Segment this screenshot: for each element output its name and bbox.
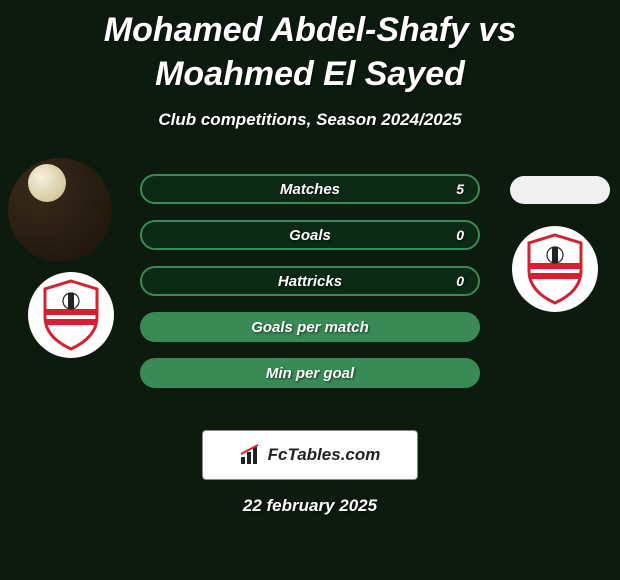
bars-icon [240,444,262,466]
stat-bar: Matches 5 [140,174,480,204]
stat-bar: Goals 0 [140,220,480,250]
zamalek-crest-icon [41,279,101,351]
stat-bar: Min per goal [140,358,480,388]
stat-bars: Matches 5 Goals 0 Hattricks 0 Goals per match M… [140,174,480,404]
subtitle: Club competitions, Season 2024/2025 [0,110,620,130]
comparison-panel: Matches 5 Goals 0 Hattricks 0 Goals per match M… [0,158,620,418]
stat-bar: Goals per match [140,312,480,342]
stat-bar-label: Hattricks [278,273,342,290]
stat-bar-value: 0 [456,273,464,289]
player-photo-right [510,176,610,204]
page-title: Mohamed Abdel-Shafy vs Moahmed El Sayed [0,0,620,96]
logo-text: FcTables.com [268,445,381,465]
player-photo-left [8,158,112,262]
club-badge-left [28,272,114,358]
date-text: 22 february 2025 [0,496,620,516]
stat-bar-label: Goals per match [251,319,369,336]
stat-bar-label: Goals [289,227,331,244]
zamalek-crest-icon [525,233,585,305]
fctables-logo: FcTables.com [202,430,418,480]
stat-bar: Hattricks 0 [140,266,480,296]
stat-bar-label: Matches [280,181,340,198]
stat-bar-label: Min per goal [266,365,354,382]
club-badge-right [512,226,598,312]
stat-bar-value: 0 [456,227,464,243]
stat-bar-value: 5 [456,181,464,197]
